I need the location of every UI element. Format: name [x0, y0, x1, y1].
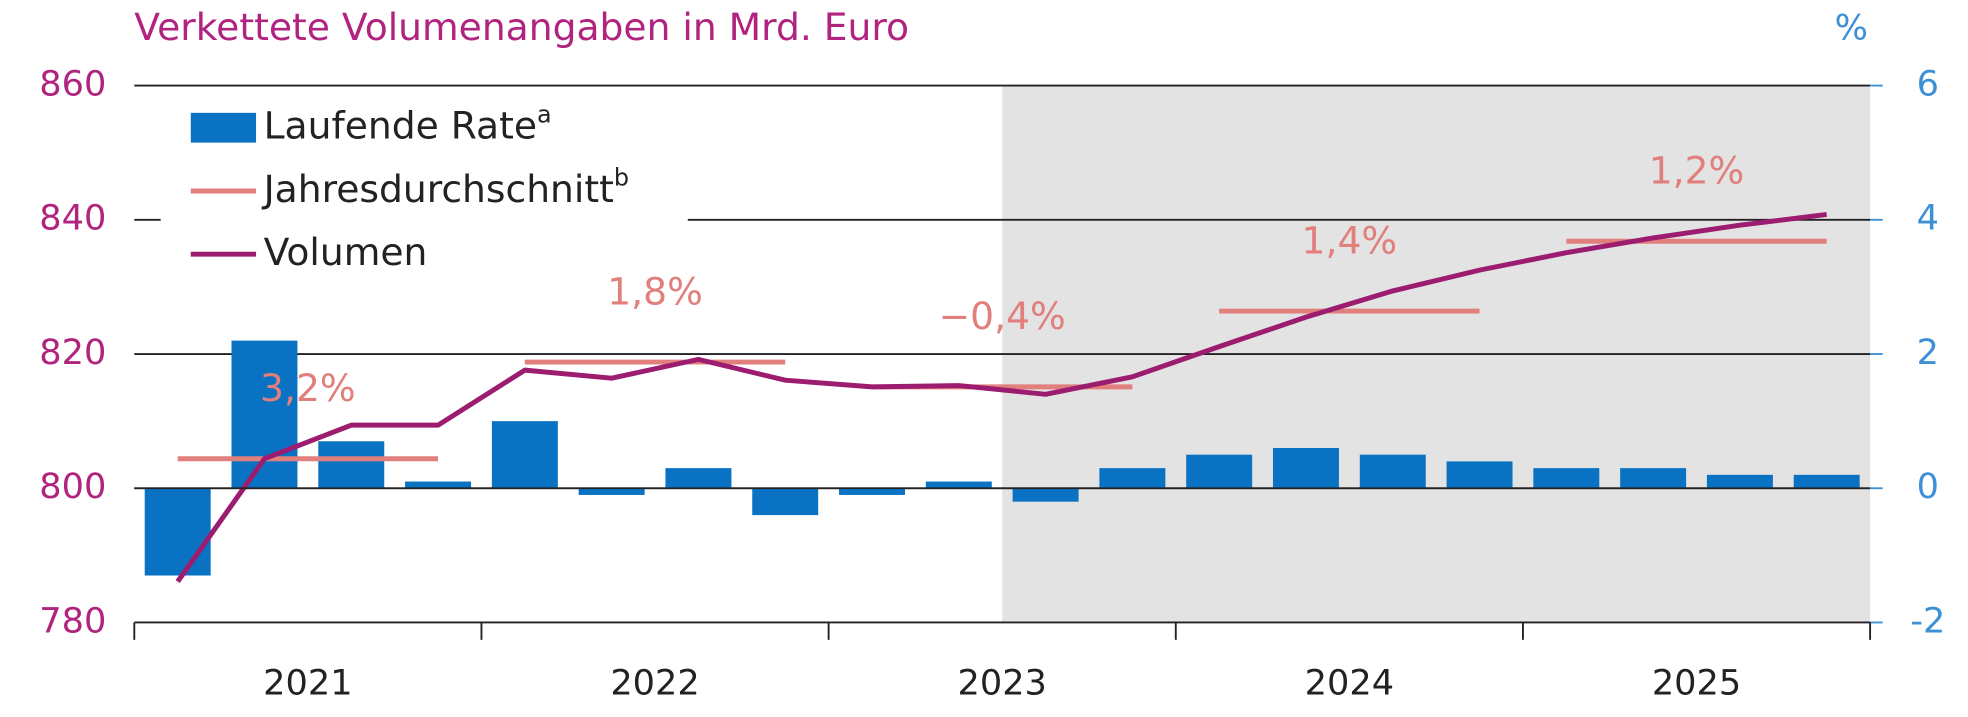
- y-tick-label: 780: [39, 602, 106, 642]
- bar: [231, 340, 298, 489]
- bar: [491, 421, 558, 489]
- bar: [925, 481, 992, 489]
- bar: [405, 481, 472, 489]
- annual-rate-label: 1,8%: [607, 270, 703, 314]
- bar: [1099, 468, 1166, 489]
- legend-label: Laufende Ratea: [264, 100, 552, 147]
- bar: [1706, 474, 1773, 489]
- y-tick-label: 860: [39, 65, 106, 105]
- y2-tick-label: 6: [1917, 65, 1939, 105]
- bar: [752, 488, 819, 516]
- legend-label: Jahresdurchschnittb: [262, 163, 629, 210]
- x-tick-label: 2024: [1305, 664, 1394, 704]
- y2-tick-label: 4: [1917, 199, 1939, 239]
- x-tick-label: 2025: [1652, 664, 1741, 704]
- bar: [578, 488, 645, 495]
- y2-tick-label: 2: [1917, 333, 1939, 373]
- legend-label: Volumen: [264, 230, 428, 274]
- bar: [1186, 454, 1253, 489]
- bar: [144, 488, 211, 576]
- legend-swatch: [190, 112, 257, 143]
- bar: [1446, 461, 1513, 489]
- bar: [1620, 468, 1687, 489]
- annual-rate-label: 3,2%: [260, 366, 356, 410]
- volume-line: [175, 211, 1828, 583]
- bar: [1359, 454, 1426, 489]
- y2-axis-label: %: [1835, 9, 1868, 49]
- legend-name: Laufende Rate: [264, 103, 537, 147]
- bar: [839, 488, 905, 495]
- legend-footnote: a: [537, 100, 552, 128]
- legend-footnote: b: [614, 163, 629, 191]
- annual-rate-label: −0,4%: [939, 294, 1066, 338]
- chart-title: Verkettete Volumenangaben in Mrd. Euro: [134, 5, 909, 49]
- legend-name: Jahresdurchschnitt: [262, 167, 614, 211]
- legend-name: Volumen: [264, 230, 428, 274]
- x-tick-label: 2021: [263, 664, 352, 704]
- y-tick-label: 800: [39, 467, 106, 507]
- x-tick-label: 2023: [957, 664, 1046, 704]
- bar: [665, 468, 732, 489]
- bar: [318, 441, 385, 489]
- y2-tick-label: 0: [1917, 467, 1939, 507]
- y-tick-label: 840: [39, 199, 106, 239]
- bar: [1533, 468, 1600, 489]
- bar: [1272, 447, 1339, 489]
- x-tick-label: 2022: [610, 664, 699, 704]
- y2-tick-label: -2: [1910, 602, 1945, 642]
- bar: [1793, 474, 1860, 489]
- annual-rate-label: 1,2%: [1649, 149, 1745, 193]
- y-tick-label: 820: [39, 333, 106, 373]
- annual-rate-label: 1,4%: [1302, 219, 1398, 263]
- bar: [1012, 488, 1079, 502]
